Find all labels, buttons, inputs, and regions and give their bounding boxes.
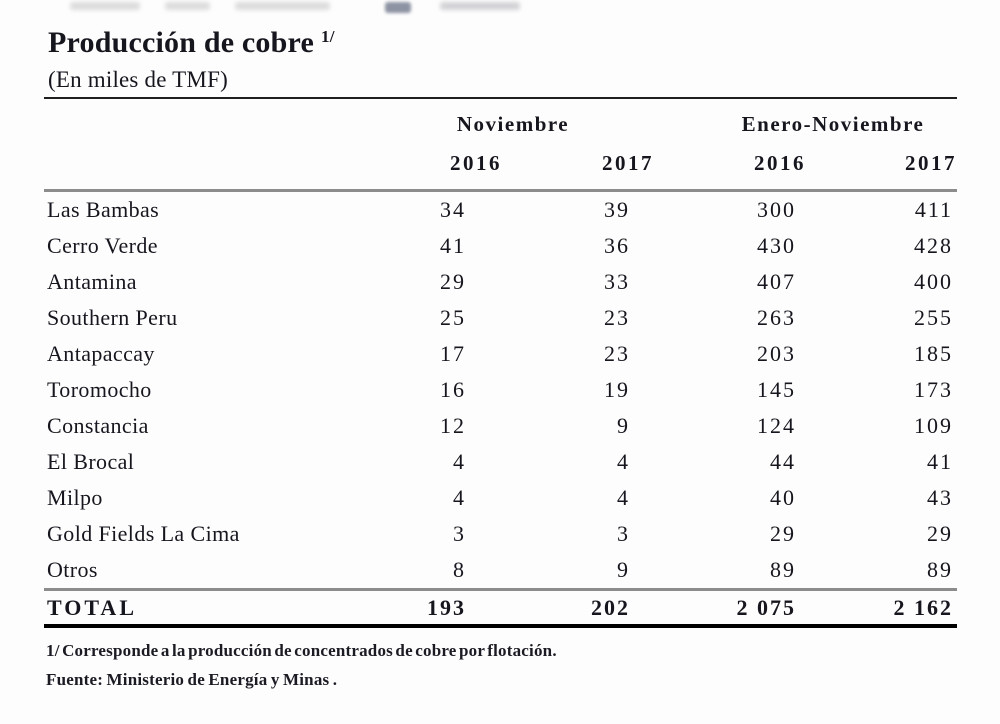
row-label: Southern Peru [47, 305, 178, 330]
table-row: Milpo 4 4 40 43 [44, 480, 957, 516]
row-label: Gold Fields La Cima [47, 521, 240, 546]
title-text: Producción de cobre [48, 26, 315, 59]
cell-ene-nov-2017: 255 [914, 305, 954, 330]
cell-nov-2017: 19 [604, 377, 631, 402]
cropped-text-artifact [440, 2, 520, 10]
table-row: Southern Peru 25 23 263 255 [44, 300, 957, 336]
cell-ene-nov-2016: 145 [757, 377, 797, 402]
cell-ene-nov-2016: 40 [770, 485, 797, 510]
year-header-ene-nov-2016: 2016 [654, 138, 807, 192]
column-group-noviembre: Noviembre [456, 112, 570, 136]
total-nov-2017: 202 [502, 588, 655, 628]
copper-production-table: Noviembre Enero-Noviembre 2016 2017 2016… [44, 97, 958, 628]
cell-ene-nov-2016: 430 [757, 233, 797, 258]
total-row: TOTAL 193 202 2 075 2 162 [44, 588, 958, 628]
total-label: TOTAL [44, 588, 350, 628]
total-nov-2016: 193 [350, 588, 502, 628]
cropped-text-artifact [70, 2, 140, 10]
table-row: El Brocal 4 4 44 41 [44, 444, 957, 480]
cell-ene-nov-2017: 400 [914, 269, 954, 294]
cell-ene-nov-2017: 173 [914, 377, 954, 402]
cell-ene-nov-2017: 428 [914, 233, 954, 258]
total-ene-nov-2016: 2 075 [654, 588, 807, 628]
row-label: Antamina [47, 269, 137, 294]
cell-nov-2017: 4 [617, 485, 631, 510]
column-group-header-row: Noviembre Enero-Noviembre [44, 98, 957, 138]
year-header-nov-2016: 2016 [350, 138, 502, 192]
cropped-text-artifact [165, 2, 210, 10]
cell-ene-nov-2017: 89 [927, 557, 954, 582]
table-row: Antapaccay 17 23 203 185 [44, 336, 957, 372]
cell-ene-nov-2017: 411 [914, 197, 954, 222]
cell-nov-2016: 25 [440, 305, 466, 330]
cell-nov-2016: 3 [453, 521, 466, 546]
empty-header-cell [44, 98, 350, 138]
cell-nov-2016: 4 [453, 485, 466, 510]
row-label: Milpo [47, 485, 103, 510]
table-row: Cerro Verde 41 36 430 428 [44, 228, 957, 264]
cell-nov-2016: 12 [440, 413, 466, 438]
cell-nov-2016: 17 [440, 341, 466, 366]
cell-ene-nov-2016: 89 [770, 557, 797, 582]
cell-ene-nov-2016: 44 [770, 449, 797, 474]
cell-nov-2017: 39 [604, 197, 631, 222]
page-title: Producción de cobre 1/ [48, 26, 1000, 59]
cell-nov-2016: 29 [440, 269, 466, 294]
cell-nov-2017: 36 [604, 233, 631, 258]
table-row: Las Bambas 34 39 300 411 [44, 191, 957, 229]
cell-nov-2017: 23 [604, 341, 631, 366]
subtitle-units: (En miles de TMF) [48, 67, 228, 92]
cell-ene-nov-2017: 185 [914, 341, 954, 366]
cell-ene-nov-2017: 41 [927, 449, 954, 474]
row-label: Las Bambas [47, 197, 160, 222]
cell-ene-nov-2016: 203 [757, 341, 797, 366]
empty-header-cell [44, 138, 350, 192]
year-header-row: 2016 2017 2016 2017 [44, 138, 958, 192]
cell-nov-2016: 16 [440, 377, 466, 402]
source-note: Fuente: Ministerio de Energía y Minas . [46, 670, 338, 689]
footnote-marker: 1/ [321, 27, 335, 46]
table-row: Constancia 12 9 124 109 [44, 408, 957, 444]
row-label: Otros [47, 557, 98, 582]
row-label: Constancia [47, 413, 149, 438]
cell-nov-2017: 23 [604, 305, 631, 330]
cell-ene-nov-2016: 124 [757, 413, 797, 438]
row-label: El Brocal [47, 449, 135, 474]
cell-nov-2017: 33 [604, 269, 631, 294]
table-row: Antamina 29 33 407 400 [44, 264, 957, 300]
total-ene-nov-2017: 2 162 [806, 588, 958, 628]
cell-ene-nov-2016: 29 [770, 521, 797, 546]
year-header-ene-nov-2017: 2017 [806, 138, 958, 192]
cell-nov-2017: 4 [617, 449, 631, 474]
row-label: Cerro Verde [47, 233, 158, 258]
cell-ene-nov-2016: 300 [757, 197, 797, 222]
column-group-enero-noviembre: Enero-Noviembre [741, 112, 925, 136]
cell-ene-nov-2016: 407 [757, 269, 797, 294]
cropped-text-artifact [235, 2, 330, 10]
cell-nov-2016: 41 [440, 233, 466, 258]
table-row: Otros 8 9 89 89 [44, 552, 957, 590]
cell-nov-2016: 34 [440, 197, 466, 222]
table-row: Toromocho 16 19 145 173 [44, 372, 957, 408]
cell-ene-nov-2017: 29 [927, 521, 954, 546]
cell-nov-2017: 9 [617, 413, 631, 438]
row-label: Antapaccay [47, 341, 155, 366]
cell-ene-nov-2017: 43 [927, 485, 954, 510]
table-row: Gold Fields La Cima 3 3 29 29 [44, 516, 957, 552]
cell-nov-2016: 4 [453, 449, 466, 474]
cell-ene-nov-2016: 263 [757, 305, 797, 330]
year-header-nov-2017: 2017 [502, 138, 655, 192]
cell-ene-nov-2017: 109 [914, 413, 954, 438]
cell-nov-2017: 3 [617, 521, 631, 546]
footnote-text: 1/ Corresponde a la producción de concen… [46, 641, 557, 660]
cropped-text-artifact [385, 2, 411, 13]
cell-nov-2017: 9 [617, 557, 631, 582]
row-label: Toromocho [47, 377, 152, 402]
cell-nov-2016: 8 [453, 557, 466, 582]
